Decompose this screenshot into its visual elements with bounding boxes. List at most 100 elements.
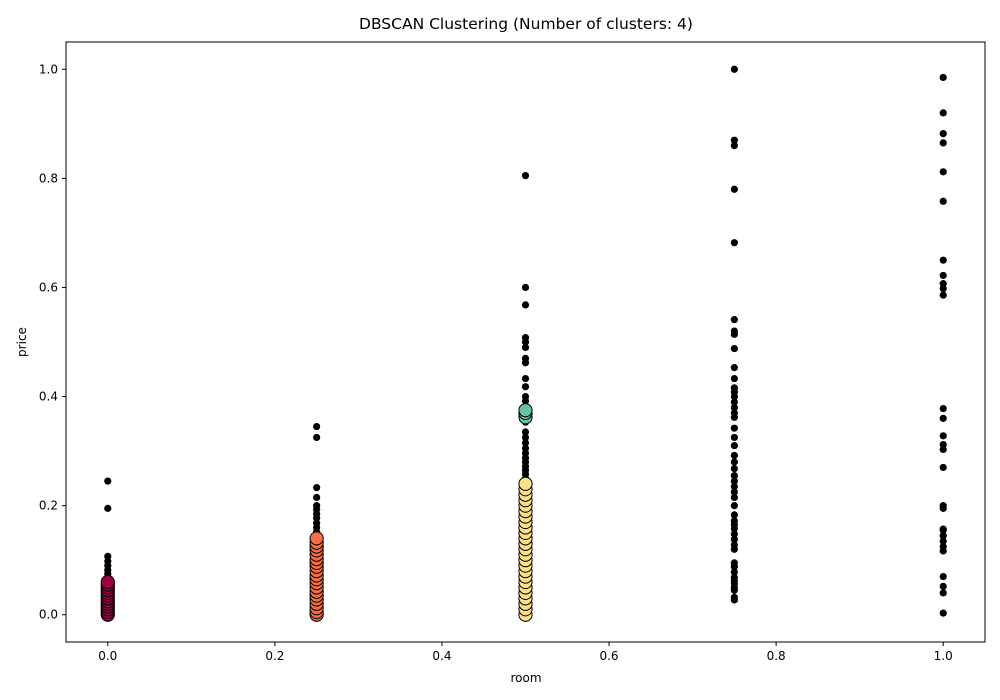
y-tick-label: 0.6 [39, 280, 58, 294]
noise-point [730, 545, 738, 553]
noise-point [730, 142, 738, 150]
noise-point [313, 484, 321, 492]
noise-point [730, 413, 738, 421]
noise-point [730, 403, 738, 412]
noise-point [939, 404, 947, 413]
noise-point [939, 109, 947, 117]
noise-point [730, 364, 738, 372]
noise-point [521, 397, 530, 405]
noise-point [939, 526, 947, 534]
noise-point [939, 168, 947, 176]
noise-point [521, 338, 530, 346]
x-tick-label: 0.4 [432, 649, 451, 663]
x-axis-label: room [510, 671, 541, 685]
noise-point [939, 291, 947, 299]
noise-point [730, 424, 738, 432]
noise-point [939, 582, 947, 590]
noise-point [730, 344, 738, 353]
noise-point [730, 477, 738, 485]
noise-point [730, 330, 738, 338]
noise-point [313, 433, 321, 442]
noise-point [939, 589, 947, 597]
noise-point [730, 586, 738, 594]
y-tick-label: 0.2 [39, 499, 58, 513]
noise-point [730, 511, 738, 519]
noise-point [730, 316, 738, 324]
noise-point [730, 563, 738, 571]
cluster-0-core-point [100, 574, 115, 590]
noise-point [730, 392, 738, 401]
x-tick-label: 0.8 [767, 649, 786, 663]
noise-point [730, 488, 738, 496]
noise-point [939, 73, 947, 82]
noise-point [939, 547, 947, 555]
noise-point [939, 414, 947, 422]
noise-point [521, 359, 530, 367]
noise-point [521, 283, 530, 292]
noise-point [730, 458, 738, 466]
noise-point [939, 609, 947, 617]
noise-point [939, 532, 947, 540]
cluster-1-core-point [309, 531, 324, 546]
noise-point [939, 284, 947, 293]
noise-point [730, 136, 738, 144]
x-tick-label: 1.0 [934, 649, 953, 663]
y-tick-label: 0.4 [39, 390, 58, 404]
noise-point [939, 130, 947, 138]
noise-point [730, 472, 738, 480]
noise-point [730, 398, 738, 406]
x-tick-label: 0.0 [98, 649, 117, 663]
noise-point [730, 568, 738, 576]
noise-point [313, 422, 321, 431]
noise-point [521, 172, 530, 180]
noise-point [521, 374, 530, 383]
noise-point [939, 432, 947, 440]
noise-point [730, 535, 738, 544]
axes-frame [65, 41, 986, 643]
noise-point [939, 504, 947, 512]
noise-point [521, 433, 530, 442]
noise-point [939, 271, 947, 280]
noise-point [104, 477, 112, 485]
noise-point [730, 433, 738, 442]
y-axis-label: price [15, 327, 29, 357]
noise-point [521, 383, 530, 391]
y-tick-label: 1.0 [39, 62, 58, 76]
noise-point [521, 301, 530, 309]
noise-point [939, 463, 947, 472]
noise-point [939, 445, 947, 454]
noise-point [730, 185, 738, 193]
noise-point [521, 428, 530, 436]
cluster-3-core-point [518, 403, 533, 418]
noise-point [939, 197, 947, 205]
noise-point [313, 493, 321, 502]
noise-point [730, 524, 738, 533]
noise-point [939, 256, 947, 264]
noise-point [939, 139, 947, 147]
cluster-2-core-point [518, 476, 533, 491]
y-tick-label: 0.0 [39, 608, 58, 622]
noise-point [730, 451, 738, 460]
noise-point [730, 530, 738, 538]
plot-area: 0.0 0.2 0.4 0.6 0.8 1.0 0.0 0.2 0.4 0.6 0.8 1.0 [39, 41, 986, 663]
noise-point [730, 482, 738, 491]
noise-point [730, 493, 738, 502]
chart-title: DBSCAN Clustering (Number of clusters: 4… [359, 15, 693, 33]
noise-point [730, 65, 738, 73]
noise-point [730, 464, 738, 473]
noise-point [730, 239, 738, 247]
x-tick-label: 0.2 [265, 649, 284, 663]
noise-point [104, 504, 112, 512]
noise-point [521, 439, 530, 447]
noise-point [939, 572, 947, 581]
noise-point [939, 537, 947, 545]
noise-point [730, 502, 738, 510]
x-tick-label: 0.6 [599, 649, 618, 663]
noise-point [730, 374, 738, 383]
noise-point [521, 343, 530, 352]
noise-point [730, 596, 738, 604]
y-tick-label: 0.8 [39, 171, 58, 185]
noise-point [730, 442, 738, 450]
